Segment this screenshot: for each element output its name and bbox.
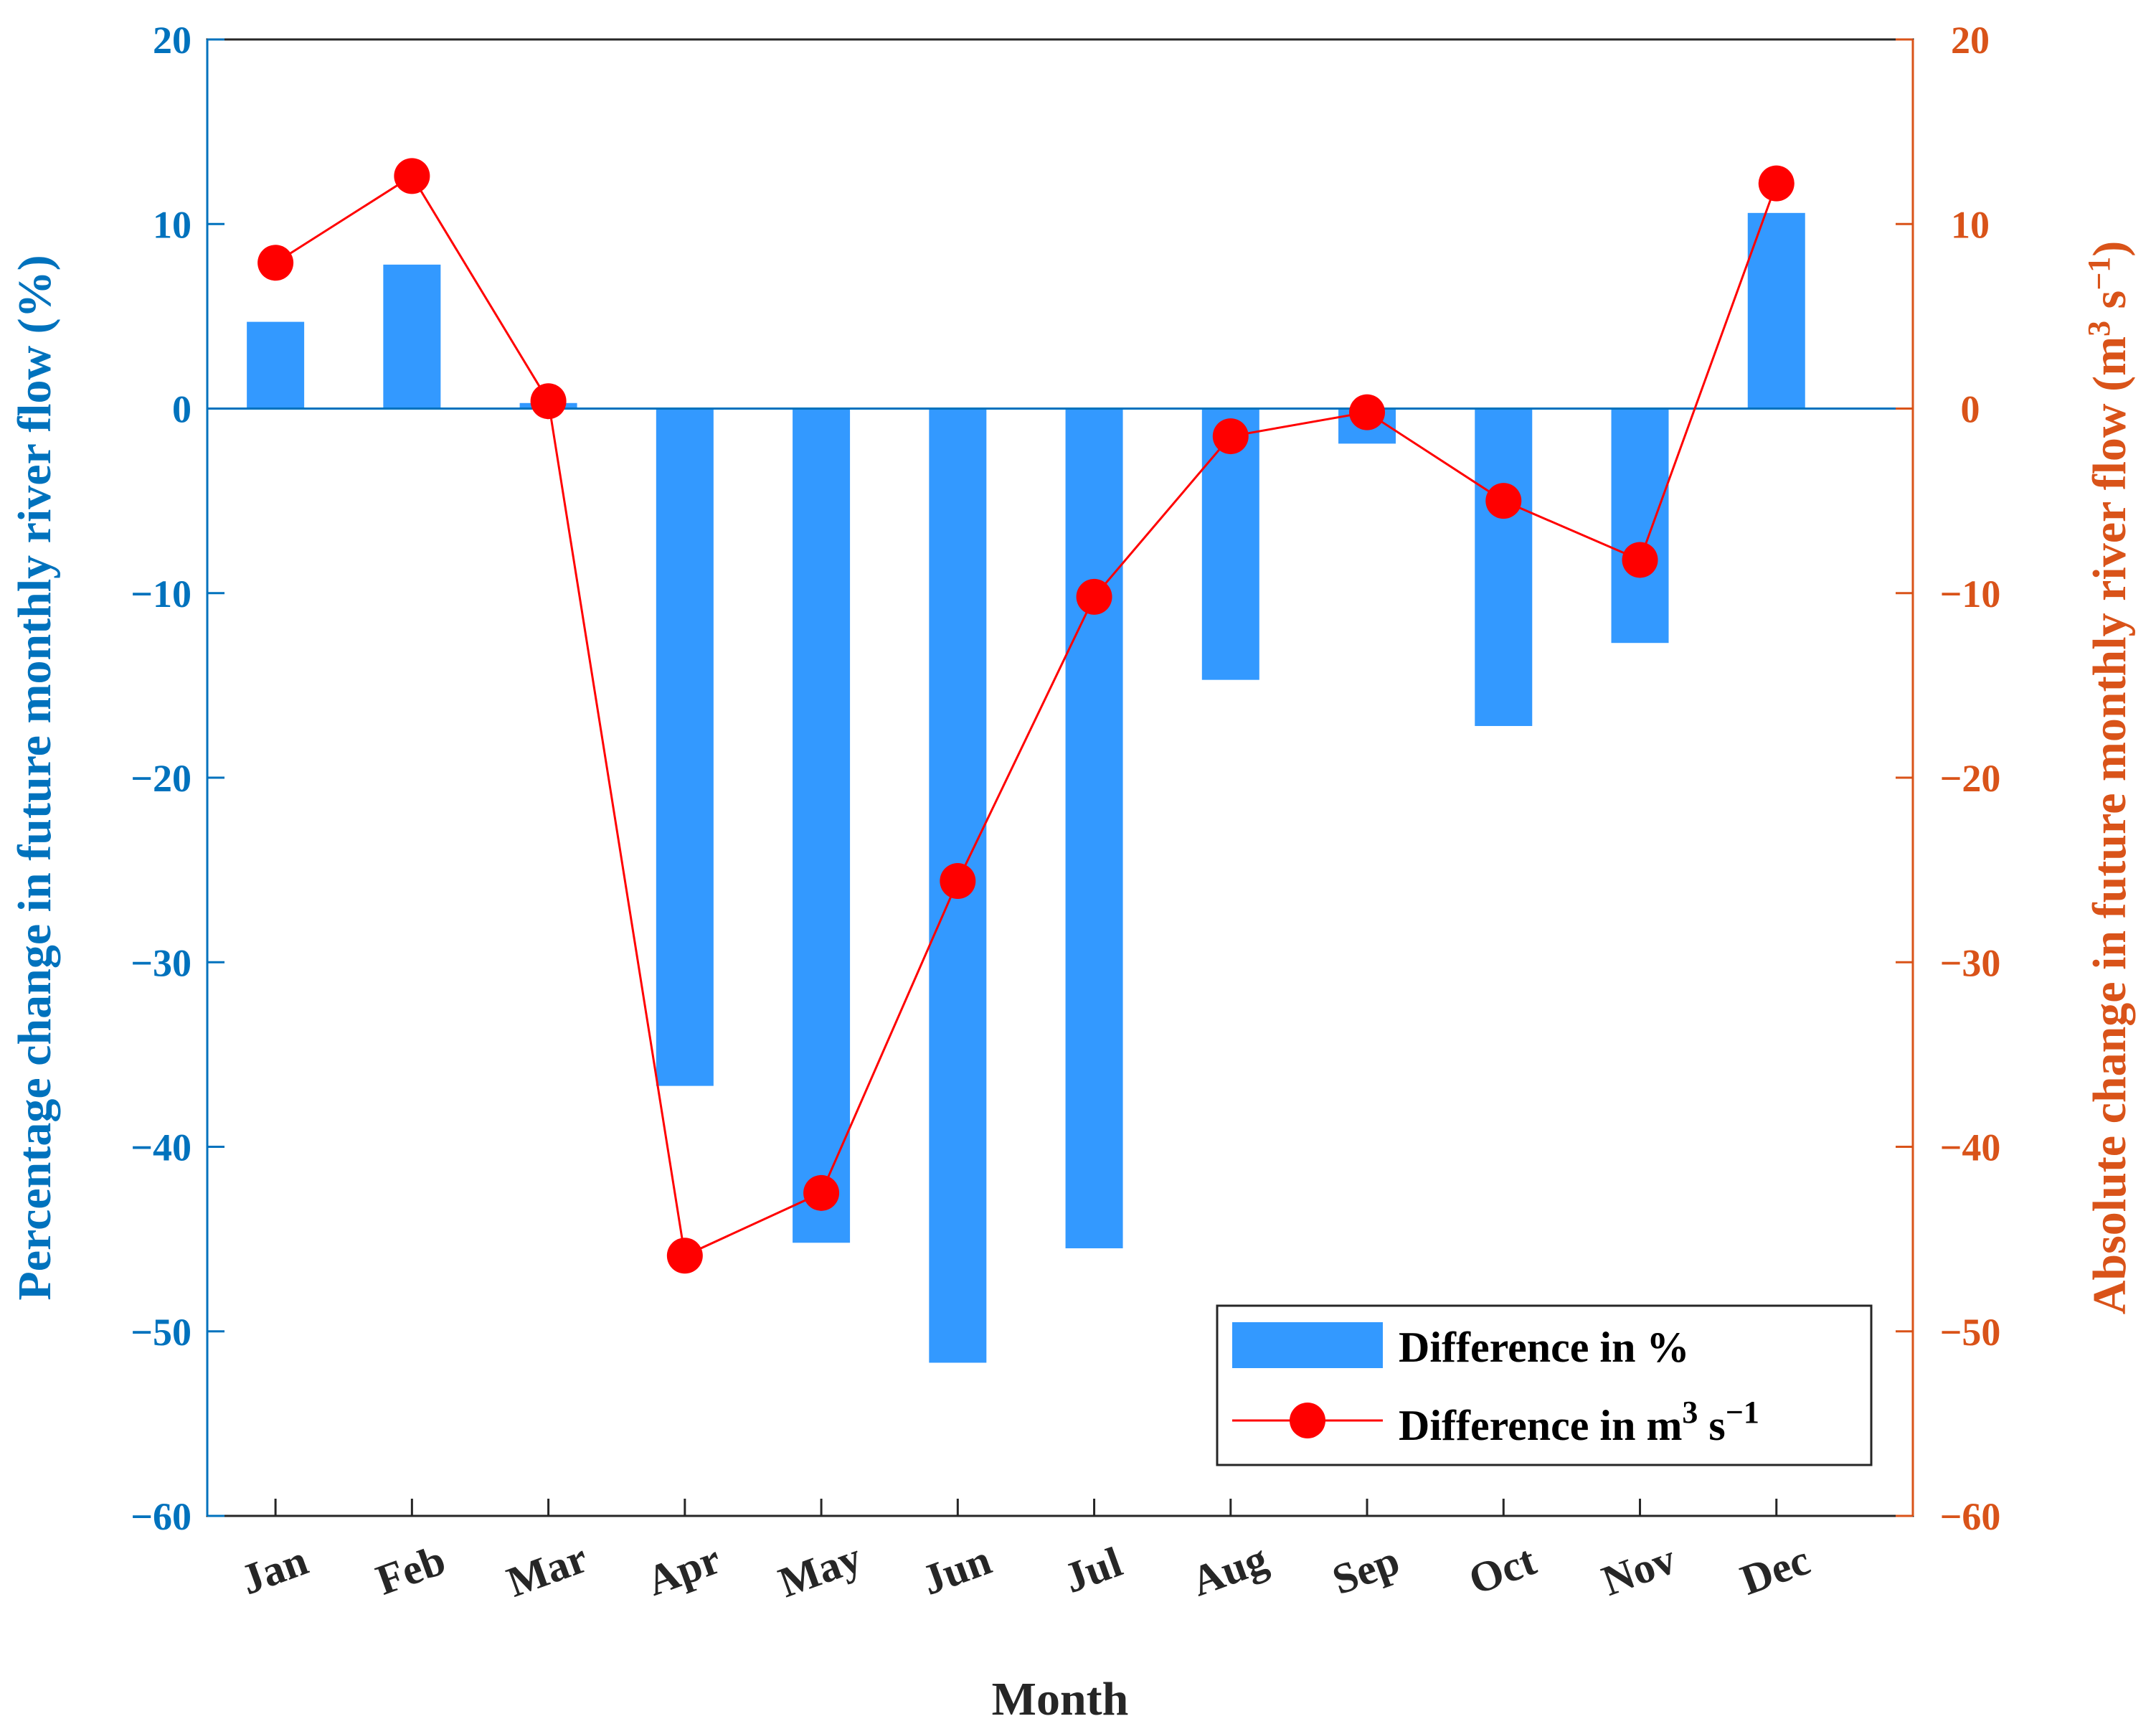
left-tick-label: 20 <box>153 19 192 62</box>
bars-layer <box>247 212 1805 1363</box>
x-tick-label-mar: Mar <box>501 1534 593 1606</box>
marker-jan <box>257 245 294 281</box>
line-series-path <box>275 174 1778 1258</box>
right-tick-label: −20 <box>1940 757 2001 800</box>
right-tick-label: 0 <box>1961 388 1980 431</box>
x-tick-label-dec: Dec <box>1734 1536 1815 1604</box>
bar-may <box>793 408 851 1243</box>
marker-nov <box>1622 542 1658 578</box>
marker-jul <box>1076 578 1112 615</box>
legend-bar-label: Difference in % <box>1399 1324 1689 1371</box>
right-tick-label: −50 <box>1940 1311 2001 1354</box>
left-y-axis: −60 −50 −40 −30 −20 −10 0 10 20 <box>131 19 224 1538</box>
right-tick-label: −10 <box>1940 572 2001 616</box>
marker-sep <box>1349 394 1386 430</box>
right-tick-label: 20 <box>1951 19 1990 62</box>
x-tick-label-sep: Sep <box>1326 1536 1405 1603</box>
left-tick-label: 0 <box>172 388 192 431</box>
left-tick-label: −60 <box>131 1495 192 1538</box>
x-tick-label-aug: Aug <box>1186 1535 1274 1606</box>
left-y-axis-title: Percentage change in future monthly rive… <box>9 255 61 1300</box>
right-tick-label: 10 <box>1951 203 1990 246</box>
bar-feb <box>383 264 441 409</box>
right-tick-label: −40 <box>1940 1126 2001 1169</box>
line-series-layer <box>257 158 1795 1274</box>
right-tick-label: −30 <box>1940 941 2001 984</box>
x-tick-label-jul: Jul <box>1058 1538 1128 1602</box>
legend-line-label: Difference in m3 s−1 <box>1399 1395 1759 1449</box>
x-tick-label-jan: Jan <box>235 1536 313 1603</box>
left-tick-label: 10 <box>153 203 192 246</box>
right-tick-label: −60 <box>1940 1495 2001 1538</box>
x-tick-label-oct: Oct <box>1462 1536 1541 1603</box>
bar-apr <box>656 408 714 1086</box>
legend: Difference in % Difference in m3 s−1 <box>1216 1304 1873 1466</box>
marker-mar <box>530 383 567 420</box>
bar-dec <box>1747 212 1805 409</box>
marker-oct <box>1485 483 1522 519</box>
legend-marker-swatch <box>1290 1403 1325 1438</box>
x-tick-label-may: May <box>772 1533 867 1606</box>
marker-feb <box>394 158 430 194</box>
marker-dec <box>1758 165 1795 202</box>
right-y-axis: −60 −50 −40 −30 −20 −10 0 10 20 <box>1896 19 2000 1538</box>
x-tick-label-apr: Apr <box>640 1535 727 1605</box>
marker-apr <box>666 1238 703 1274</box>
left-tick-label: −30 <box>131 941 192 984</box>
left-tick-label: −20 <box>131 757 192 800</box>
bar-jul <box>1065 408 1123 1248</box>
legend-bar-swatch <box>1232 1322 1383 1368</box>
x-axis-title: Month <box>992 1673 1129 1725</box>
x-tick-label-feb: Feb <box>370 1536 451 1604</box>
marker-jun <box>940 863 976 900</box>
left-tick-label: −50 <box>131 1311 192 1354</box>
bar-nov <box>1611 408 1669 644</box>
x-tick-label-jun: Jun <box>916 1536 997 1604</box>
bar-oct <box>1475 408 1533 726</box>
marker-may <box>803 1174 840 1211</box>
left-tick-label: −10 <box>131 572 192 616</box>
marker-aug <box>1212 418 1249 455</box>
right-y-axis-title: Absolute change in future monthly river … <box>2081 241 2136 1315</box>
bar-jan <box>247 321 305 409</box>
left-tick-label: −40 <box>131 1126 192 1169</box>
x-tick-label-nov: Nov <box>1596 1535 1682 1605</box>
